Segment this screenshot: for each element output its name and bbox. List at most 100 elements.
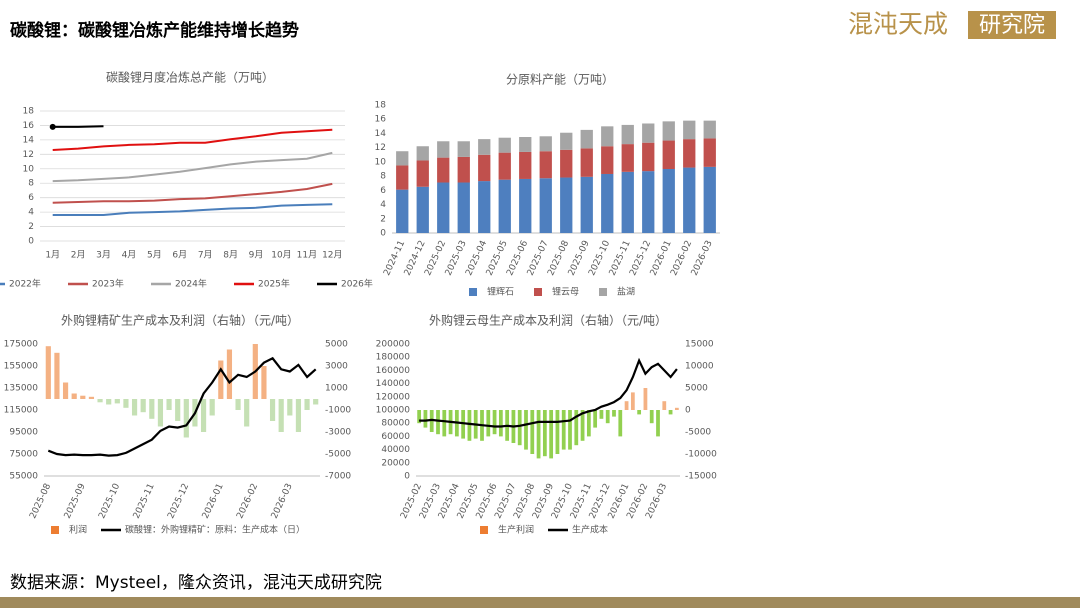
bar-segment: [662, 140, 675, 169]
y-tick-label: 60000: [381, 432, 410, 442]
y-tick-label: 18: [23, 107, 35, 117]
y-tick-label: 10: [375, 157, 387, 167]
legend-swatch: [480, 526, 488, 534]
bar-segment: [580, 176, 593, 233]
bar-segment: [683, 139, 696, 168]
y-tick-label: 135000: [4, 384, 39, 394]
bar-segment: [539, 178, 552, 233]
bar-segment: [662, 121, 675, 141]
bar-segment: [601, 126, 614, 147]
chart-title: 碳酸锂月度冶炼总产能（万吨）: [106, 70, 274, 85]
bar-segment: [396, 165, 409, 190]
bar-segment: [457, 156, 470, 183]
bar-segment: [703, 138, 716, 167]
bar: [226, 349, 233, 399]
series-line: [52, 182, 333, 204]
y-tick-label: 4: [380, 200, 386, 210]
y2-tick-label: -5000: [325, 450, 351, 460]
legend-label: 2022年: [9, 278, 41, 290]
bar: [561, 410, 566, 450]
legend-swatch: [599, 288, 607, 296]
y-tick-label: 16: [23, 121, 35, 131]
bar-segment: [498, 137, 511, 153]
bar-segment: [457, 141, 470, 157]
x-tick-label: 4月: [122, 250, 137, 261]
y-tick-label: 6: [28, 193, 34, 203]
bar-segment: [621, 144, 634, 172]
bar-segment: [519, 178, 532, 233]
bar: [492, 410, 497, 435]
bar: [605, 410, 610, 424]
line-marker: [49, 123, 56, 130]
bar-segment: [662, 169, 675, 233]
bar: [166, 399, 172, 410]
bar-segment: [683, 167, 696, 233]
chart-title: 外购锂精矿生产成本及利润（右轴）（元/吨）: [61, 313, 299, 328]
bar-segment: [560, 177, 573, 233]
y2-tick-label: 3000: [325, 362, 348, 372]
y-tick-label: 175000: [4, 340, 39, 350]
bar-segment: [416, 160, 429, 187]
bar: [612, 410, 616, 417]
bar-segment: [642, 142, 655, 172]
bar: [304, 399, 310, 410]
bar-segment: [683, 120, 696, 140]
bar: [467, 410, 472, 441]
bar: [88, 396, 95, 399]
y2-tick-label: 10000: [685, 362, 714, 372]
y-tick-label: 0: [404, 472, 410, 482]
y-tick-label: 8: [28, 179, 34, 189]
y2-tick-label: -1000: [325, 406, 351, 416]
y-tick-label: 12: [375, 143, 386, 153]
bar: [149, 399, 155, 419]
bar-segment: [396, 151, 409, 166]
y-tick-label: 155000: [4, 362, 39, 372]
y-tick-label: 180000: [376, 353, 411, 363]
chart-title: 分原料产能（万吨）: [506, 73, 614, 87]
bar: [313, 399, 319, 405]
y-tick-label: 120000: [376, 392, 411, 402]
y-tick-label: 18: [375, 101, 387, 111]
y-tick-label: 140000: [376, 379, 411, 389]
bar-segment: [437, 157, 450, 183]
bar: [123, 399, 129, 408]
bar-segment: [621, 124, 634, 145]
legend-label: 2023年: [92, 278, 124, 290]
bar-segment: [642, 171, 655, 233]
bar: [200, 399, 207, 432]
y2-tick-label: -15000: [685, 472, 717, 482]
y2-tick-label: -5000: [685, 428, 711, 438]
legend-label: 生产成本: [572, 524, 608, 536]
y-tick-label: 16: [375, 115, 387, 125]
y2-tick-label: 1000: [325, 384, 348, 394]
bar: [586, 410, 591, 437]
bar-segment: [703, 120, 716, 139]
bar-segment: [519, 137, 532, 152]
x-tick-label: 10月: [271, 250, 291, 261]
bar: [618, 410, 623, 437]
y2-tick-label: 5000: [685, 384, 708, 394]
bar-segment: [560, 149, 573, 178]
bar: [97, 399, 103, 403]
legend-label: 锂辉石: [487, 286, 514, 298]
bar: [486, 410, 491, 437]
bar-segment: [580, 148, 593, 177]
y2-tick-label: -10000: [685, 450, 717, 460]
legend-swatch: [469, 288, 477, 296]
bar-segment: [580, 129, 593, 149]
series-line: [52, 203, 333, 216]
legend-label: 2025年: [258, 278, 290, 290]
bar: [549, 410, 554, 459]
bar: [287, 399, 293, 416]
x-tick-label: 8月: [223, 250, 238, 261]
y-tick-label: 20000: [381, 458, 410, 468]
y-tick-label: 14: [23, 135, 35, 145]
bar: [517, 410, 522, 446]
bar-segment: [478, 139, 491, 155]
bar: [62, 382, 69, 399]
bar-segment: [416, 146, 429, 161]
bar: [498, 410, 503, 437]
y-tick-label: 10: [23, 164, 35, 174]
bar: [662, 401, 667, 410]
